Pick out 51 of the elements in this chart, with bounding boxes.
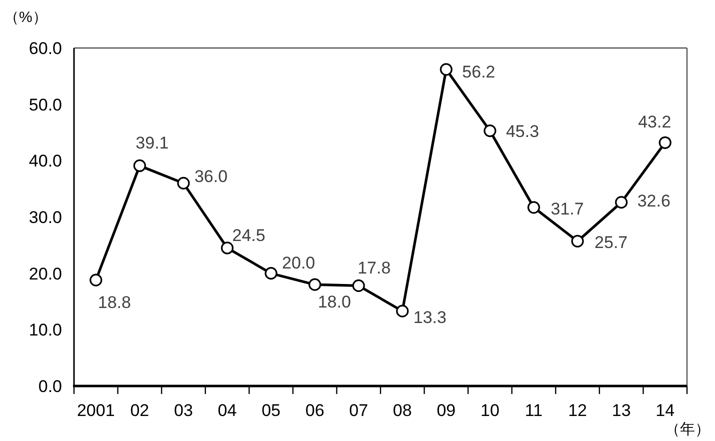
x-tick-label: 10 [480, 401, 500, 420]
x-tick-label: 08 [392, 401, 412, 420]
y-tick-label: 30.0 [28, 208, 62, 227]
x-tick-label: 13 [612, 401, 631, 420]
point [308, 278, 322, 291]
point [90, 274, 102, 286]
point [264, 267, 278, 280]
x-tick-label: 04 [218, 401, 237, 420]
point [615, 196, 628, 209]
x-tick-label: 07 [349, 401, 368, 420]
x-tick-label: 11 [524, 401, 543, 420]
y-tick-label: 60.0 [28, 39, 62, 58]
data-label: 13.3 [413, 308, 446, 328]
y-tick-label: 0.0 [38, 377, 62, 396]
x-tick-label: 05 [262, 401, 280, 420]
x-axis-title: （年） [665, 421, 710, 438]
point [352, 279, 365, 292]
data-label: 20.0 [282, 253, 316, 272]
data-label: 56.2 [462, 62, 496, 82]
data-label: 31.7 [550, 199, 584, 218]
point [133, 159, 146, 172]
data-label: 36.0 [194, 167, 228, 186]
data-label: 45.3 [506, 122, 540, 141]
data-label: 25.7 [594, 233, 628, 252]
x-tick-label: 06 [305, 401, 324, 420]
x-tick-label: 2001 [76, 401, 115, 420]
point [440, 63, 452, 76]
y-tick-label: 20.0 [28, 264, 62, 284]
data-label: 18.8 [98, 293, 131, 312]
point [396, 304, 409, 318]
data-label: 39.1 [136, 134, 169, 153]
point [484, 124, 496, 138]
data-label: 18.0 [318, 292, 351, 312]
point [571, 234, 584, 248]
y-tick-label: 40.0 [28, 152, 62, 171]
data-label: 32.6 [637, 191, 670, 210]
x-tick-label: 09 [436, 401, 456, 420]
x-tick-label: 14 [656, 401, 675, 420]
point [177, 176, 190, 190]
x-tick-label: 02 [130, 401, 150, 420]
x-tick-label: 12 [568, 401, 587, 420]
x-tick-label: 03 [174, 401, 193, 420]
data-label: 43.2 [638, 112, 672, 132]
point [220, 242, 234, 254]
point [658, 136, 672, 149]
y-axis-title: （%） [4, 9, 48, 26]
y-tick-label: 10.0 [28, 320, 62, 340]
y-tick-label: 50.0 [28, 95, 62, 114]
point [527, 201, 540, 214]
data-label: 24.5 [232, 226, 266, 245]
data-label: 17.8 [358, 258, 391, 278]
